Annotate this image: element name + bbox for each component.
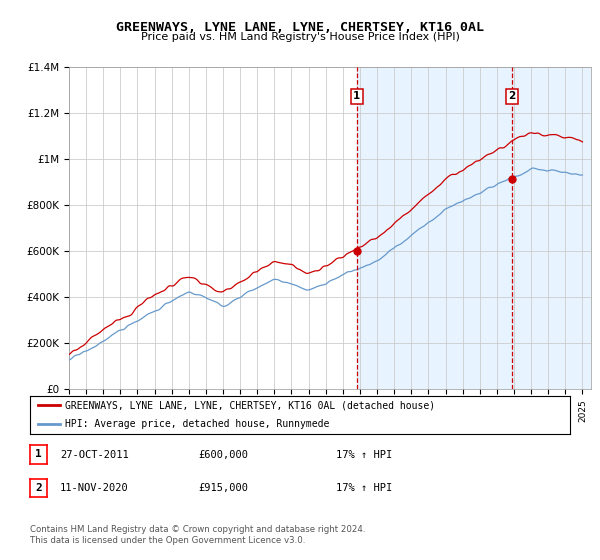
Text: HPI: Average price, detached house, Runnymede: HPI: Average price, detached house, Runn… xyxy=(65,419,329,429)
Text: 1: 1 xyxy=(353,91,361,101)
Text: 17% ↑ HPI: 17% ↑ HPI xyxy=(336,483,392,493)
Text: £915,000: £915,000 xyxy=(198,483,248,493)
Text: 27-OCT-2011: 27-OCT-2011 xyxy=(60,450,129,460)
Text: 11-NOV-2020: 11-NOV-2020 xyxy=(60,483,129,493)
Text: 17% ↑ HPI: 17% ↑ HPI xyxy=(336,450,392,460)
Text: 2: 2 xyxy=(508,91,515,101)
Text: This data is licensed under the Open Government Licence v3.0.: This data is licensed under the Open Gov… xyxy=(30,536,305,545)
Text: 2: 2 xyxy=(35,483,42,493)
Text: GREENWAYS, LYNE LANE, LYNE, CHERTSEY, KT16 0AL (detached house): GREENWAYS, LYNE LANE, LYNE, CHERTSEY, KT… xyxy=(65,400,435,410)
Text: Price paid vs. HM Land Registry's House Price Index (HPI): Price paid vs. HM Land Registry's House … xyxy=(140,32,460,42)
Text: GREENWAYS, LYNE LANE, LYNE, CHERTSEY, KT16 0AL: GREENWAYS, LYNE LANE, LYNE, CHERTSEY, KT… xyxy=(116,21,484,34)
Text: £600,000: £600,000 xyxy=(198,450,248,460)
Text: 1: 1 xyxy=(35,450,42,459)
Text: Contains HM Land Registry data © Crown copyright and database right 2024.: Contains HM Land Registry data © Crown c… xyxy=(30,525,365,534)
Bar xyxy=(357,67,591,389)
